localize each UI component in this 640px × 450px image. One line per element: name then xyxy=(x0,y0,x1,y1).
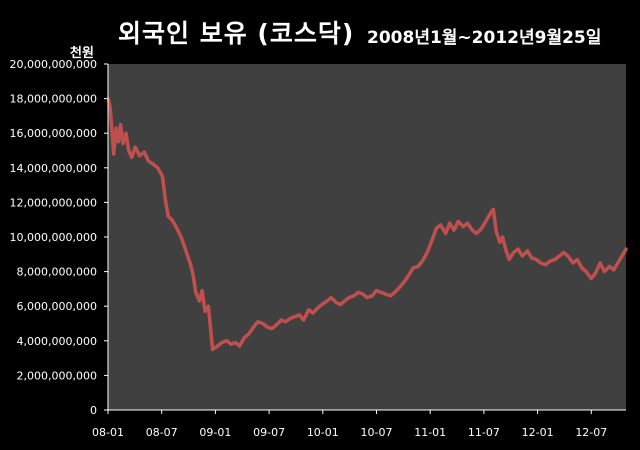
y-tick-label: 6,000,000,000 xyxy=(17,300,97,313)
x-tick-label: 12-01 xyxy=(522,426,554,439)
y-axis: 0 2,000,000,000 4,000,000,000 6,000,000,000… xyxy=(10,58,108,417)
y-tick-label: 4,000,000,000 xyxy=(17,335,97,348)
y-tick-label: 10,000,000,000 xyxy=(10,231,97,244)
y-tick-label: 16,000,000,000 xyxy=(10,127,97,140)
plot-area xyxy=(108,64,626,410)
chart-title: 외국인 보유 (코스닥) xyxy=(118,19,355,48)
y-tick-label: 20,000,000,000 xyxy=(10,58,97,71)
x-tick-label: 10-07 xyxy=(361,426,393,439)
x-axis: 08-01 08-07 09-01 09-07 10-01 10-07 11-01 11-07… xyxy=(92,410,607,439)
x-tick-label: 08-07 xyxy=(146,426,178,439)
chart-subtitle: 2008년1월~2012년9월25일 xyxy=(367,28,602,48)
series-layer xyxy=(106,96,628,352)
y-tick-label: 2,000,000,000 xyxy=(17,369,97,382)
y-tick-label: 8,000,000,000 xyxy=(17,266,97,279)
x-tick-label: 12-07 xyxy=(575,426,607,439)
y-tick-label: 12,000,000,000 xyxy=(10,196,97,209)
x-tick-label: 08-01 xyxy=(92,426,124,439)
y-tick-label: 18,000,000,000 xyxy=(10,93,97,106)
series-line xyxy=(106,96,628,352)
x-tick-label: 11-01 xyxy=(414,426,446,439)
x-tick-label: 09-01 xyxy=(199,426,231,439)
x-tick-label: 09-07 xyxy=(253,426,285,439)
y-axis-unit-label: 천원 xyxy=(70,46,94,61)
y-tick-label: 14,000,000,000 xyxy=(10,162,97,175)
x-tick-label: 11-07 xyxy=(468,426,500,439)
x-tick-label: 10-01 xyxy=(307,426,339,439)
y-tick-label: 0 xyxy=(90,404,97,417)
